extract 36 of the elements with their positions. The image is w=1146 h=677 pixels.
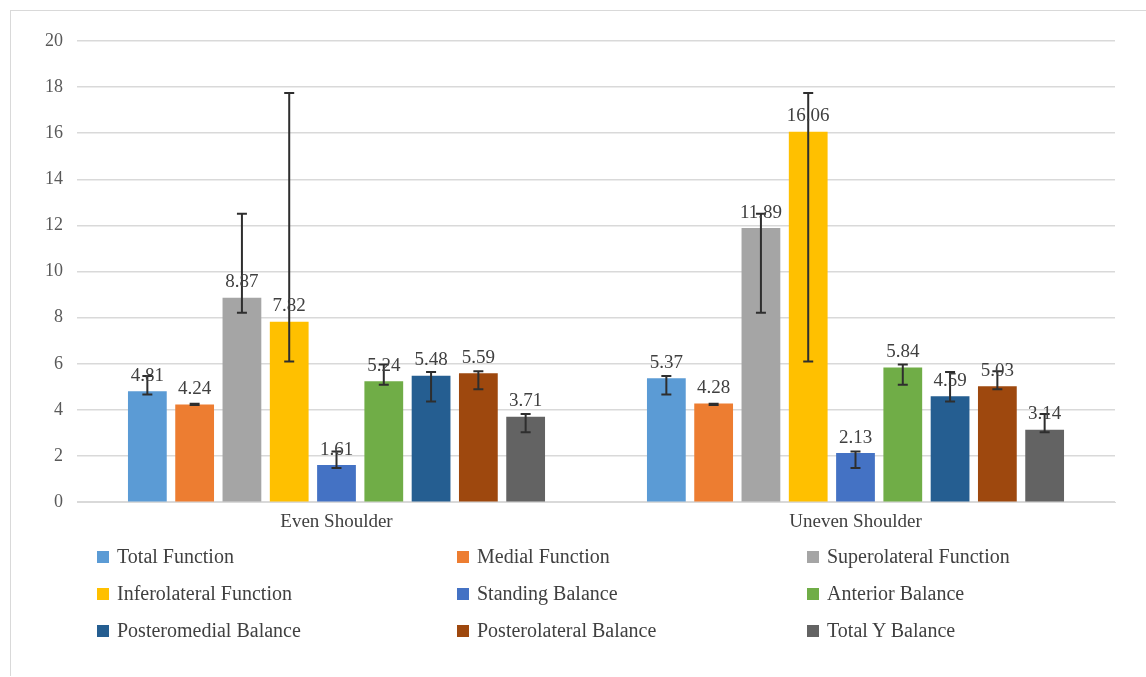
data-label: 1.61	[319, 437, 354, 459]
legend-label: Anterior Balance	[827, 582, 965, 605]
legend-label: Medial Function	[477, 545, 610, 568]
y-tick-label: 12	[45, 214, 63, 235]
legend-label: Posterolateral Balance	[477, 619, 657, 642]
data-label: 5.48	[414, 348, 448, 370]
legend-label: Superolateral Function	[827, 545, 1010, 568]
data-label: 5.24	[367, 353, 401, 375]
data-label: 4.28	[697, 375, 731, 397]
legend-label: Posteromedial Balance	[117, 619, 301, 642]
data-label: 5.84	[886, 340, 920, 362]
data-label: 2.13	[838, 425, 873, 447]
y-tick-label: 0	[54, 490, 63, 511]
data-label: 3.71	[509, 389, 543, 411]
y-tick-label: 6	[54, 352, 63, 373]
data-label: 3.14	[1028, 402, 1062, 424]
legend-label: Total Function	[117, 545, 234, 568]
x-tick-label: Uneven Shoulder	[789, 509, 923, 531]
legend-label: Total Y Balance	[827, 619, 956, 642]
legend-label: Standing Balance	[477, 582, 618, 605]
y-tick-label: 14	[45, 168, 63, 189]
y-tick-label: 2	[54, 444, 63, 465]
y-tick-label: 16	[45, 121, 63, 142]
data-label: 4.24	[178, 376, 212, 398]
data-label: 5.37	[649, 350, 683, 372]
data-label: 5.03	[980, 358, 1014, 380]
y-tick-label: 10	[45, 260, 63, 281]
data-label: 4.81	[130, 363, 164, 385]
y-tick-label: 4	[54, 398, 63, 419]
data-label: 5.59	[461, 345, 495, 367]
y-tick-label: 8	[54, 306, 63, 327]
legend-label: Inferolateral Function	[117, 582, 292, 605]
x-tick-label: Even Shoulder	[280, 509, 394, 531]
y-tick-label: 20	[45, 29, 63, 50]
data-label: 11.89	[739, 200, 782, 222]
y-tick-label: 18	[45, 75, 63, 96]
